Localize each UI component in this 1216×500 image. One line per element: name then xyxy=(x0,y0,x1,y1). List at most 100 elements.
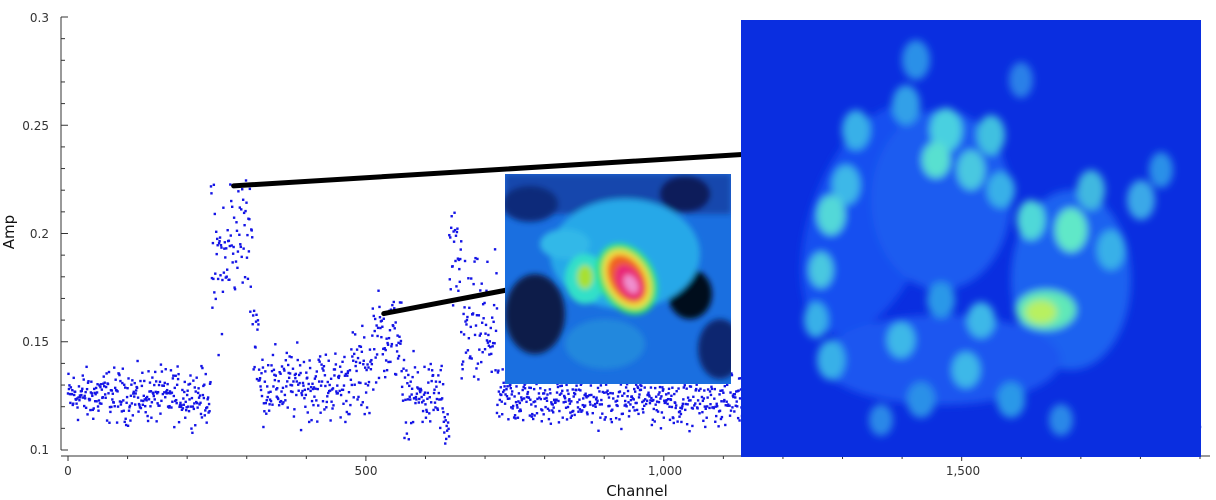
data-point xyxy=(154,380,158,383)
data-point xyxy=(78,399,81,402)
data-point xyxy=(418,397,421,401)
data-point xyxy=(623,399,627,403)
data-point xyxy=(487,344,491,347)
data-point xyxy=(215,237,219,241)
data-point xyxy=(662,416,665,419)
data-point xyxy=(230,244,233,247)
data-point xyxy=(650,396,653,400)
data-point xyxy=(556,382,559,386)
data-point xyxy=(591,411,594,415)
data-point xyxy=(370,358,373,362)
data-point xyxy=(189,405,193,408)
data-point xyxy=(555,391,559,394)
data-point xyxy=(295,393,298,397)
data-point xyxy=(598,403,602,406)
data-point xyxy=(539,387,542,390)
data-point xyxy=(342,402,345,405)
data-point xyxy=(353,352,356,356)
data-point xyxy=(705,405,709,408)
data-point xyxy=(220,246,223,249)
data-point xyxy=(503,402,507,405)
data-point xyxy=(565,418,569,421)
data-point xyxy=(470,357,473,360)
data-point xyxy=(413,396,416,400)
data-point xyxy=(331,407,334,410)
data-point xyxy=(112,401,115,404)
data-point xyxy=(288,372,292,375)
data-point xyxy=(72,402,75,405)
data-point xyxy=(456,227,459,230)
data-point xyxy=(737,389,740,392)
data-point xyxy=(156,390,160,394)
data-point xyxy=(260,394,264,398)
data-point xyxy=(214,272,217,275)
data-point xyxy=(360,403,363,407)
data-point xyxy=(203,414,206,417)
data-point xyxy=(396,357,400,360)
data-point xyxy=(417,401,421,404)
data-point xyxy=(661,389,665,392)
data-point xyxy=(736,416,740,420)
data-point xyxy=(465,323,468,326)
data-point xyxy=(358,344,361,348)
x-axis-title: Channel xyxy=(606,482,668,500)
data-point xyxy=(213,212,217,216)
data-point xyxy=(175,401,178,405)
data-point xyxy=(535,412,539,415)
data-point xyxy=(407,438,410,441)
data-point xyxy=(129,394,133,397)
data-point xyxy=(373,329,376,333)
data-point xyxy=(99,383,103,386)
data-point xyxy=(578,398,581,401)
data-point xyxy=(249,285,252,288)
data-point xyxy=(292,415,296,418)
data-point xyxy=(310,399,314,403)
data-point xyxy=(583,404,587,407)
data-point xyxy=(73,390,77,393)
data-point xyxy=(626,395,629,398)
data-point xyxy=(537,392,541,395)
data-point xyxy=(719,389,722,392)
data-point xyxy=(665,399,668,402)
data-point xyxy=(326,380,329,384)
data-point xyxy=(134,389,138,392)
data-point xyxy=(529,398,532,401)
data-point xyxy=(92,417,95,420)
data-point xyxy=(155,420,158,423)
data-point xyxy=(647,391,650,394)
data-point xyxy=(256,319,260,322)
data-point xyxy=(178,404,182,407)
data-point xyxy=(108,405,112,409)
data-point xyxy=(489,326,492,330)
data-point xyxy=(176,377,180,381)
data-point xyxy=(710,385,713,389)
data-point xyxy=(558,393,562,396)
data-point xyxy=(96,383,99,386)
data-point xyxy=(449,236,452,239)
data-point xyxy=(368,411,371,415)
data-point xyxy=(525,395,529,399)
data-point xyxy=(476,362,480,365)
data-point xyxy=(182,397,185,400)
data-point xyxy=(348,412,351,416)
data-point xyxy=(169,369,173,372)
data-point xyxy=(369,368,373,371)
data-point xyxy=(522,397,526,400)
data-point xyxy=(444,442,447,445)
data-point xyxy=(577,388,581,391)
data-point xyxy=(718,409,722,412)
data-point xyxy=(738,397,742,400)
data-point xyxy=(559,384,562,388)
data-point xyxy=(110,389,114,392)
data-point xyxy=(159,363,163,366)
data-point xyxy=(307,382,310,386)
data-point xyxy=(371,307,375,310)
data-point xyxy=(91,408,94,412)
data-point xyxy=(132,392,135,395)
data-point xyxy=(478,348,481,351)
data-point xyxy=(362,363,365,366)
data-point xyxy=(153,383,156,387)
data-point xyxy=(265,399,268,402)
data-point xyxy=(176,365,179,368)
data-point xyxy=(83,397,87,400)
